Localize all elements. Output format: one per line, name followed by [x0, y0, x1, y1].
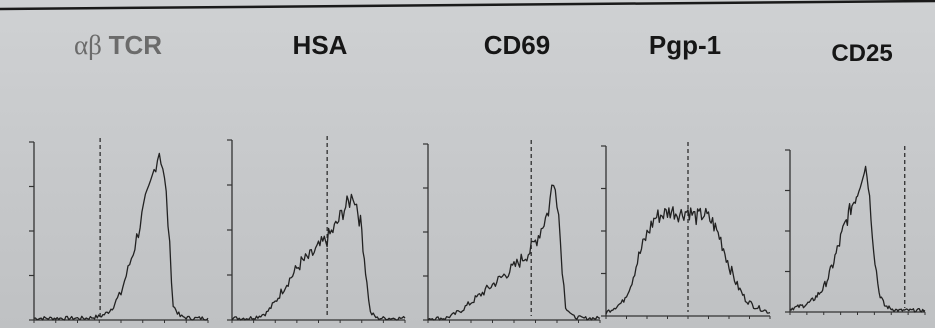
histogram-panel-3: [423, 140, 601, 323]
histogram-panel-1: [29, 138, 209, 323]
panel-title-cd25: CD25: [831, 40, 893, 67]
histogram-panel-4: [601, 142, 771, 319]
panel-title-cd69: CD69: [483, 30, 551, 60]
histogram-trace: [605, 206, 771, 315]
top-rule: [0, 0, 935, 11]
histogram-panel-5: [785, 146, 926, 315]
histogram-trace: [427, 184, 601, 321]
histogram-trace: [789, 165, 926, 313]
panel-title-greek: αβ: [73, 30, 102, 60]
histogram-trace: [231, 193, 406, 321]
panel-title-pgp1: Pgp-1: [648, 30, 722, 60]
histogram-panel-2: [227, 136, 406, 323]
panel-title-hsa: HSA: [292, 30, 348, 60]
panel-title-tcr-text: TCR: [108, 30, 163, 60]
panel-title-tcr: αβ TCR: [74, 30, 162, 70]
histogram-trace: [33, 152, 209, 321]
